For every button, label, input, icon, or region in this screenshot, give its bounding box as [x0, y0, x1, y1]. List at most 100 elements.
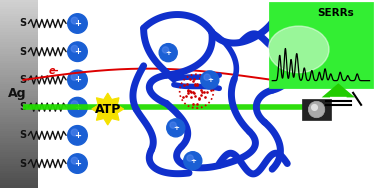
- Bar: [0, 157, 38, 160]
- Circle shape: [170, 122, 176, 128]
- Bar: [0, 183, 38, 186]
- Text: SERRs: SERRs: [318, 8, 355, 18]
- Text: +: +: [74, 103, 81, 112]
- Bar: [0, 89, 38, 92]
- Circle shape: [68, 14, 87, 33]
- Bar: [0, 7, 38, 9]
- Bar: [0, 108, 38, 110]
- Text: e-: e-: [48, 65, 59, 76]
- Bar: [0, 61, 38, 64]
- Circle shape: [162, 47, 169, 53]
- Bar: [0, 126, 38, 129]
- Circle shape: [167, 119, 185, 137]
- Text: S: S: [19, 130, 26, 140]
- Bar: [0, 56, 38, 59]
- Text: +: +: [74, 131, 81, 140]
- Bar: [0, 129, 38, 132]
- Bar: [0, 58, 38, 61]
- Text: +: +: [74, 159, 81, 168]
- Text: S: S: [19, 102, 26, 112]
- Bar: [0, 44, 38, 47]
- Bar: [0, 68, 38, 70]
- Text: +: +: [190, 158, 196, 164]
- Bar: [0, 180, 38, 183]
- Bar: [0, 25, 38, 28]
- Circle shape: [71, 74, 78, 80]
- Polygon shape: [92, 93, 124, 125]
- Bar: [0, 65, 38, 68]
- Bar: [0, 185, 38, 188]
- Bar: [0, 98, 38, 101]
- Bar: [0, 103, 38, 106]
- Bar: [0, 101, 38, 103]
- Text: S: S: [19, 158, 26, 169]
- Bar: [0, 86, 38, 89]
- Bar: [0, 63, 38, 66]
- Bar: [0, 42, 38, 45]
- Bar: [0, 70, 38, 73]
- Text: Ag: Ag: [8, 87, 26, 101]
- Bar: [0, 138, 38, 141]
- Circle shape: [71, 101, 78, 108]
- Bar: [0, 124, 38, 127]
- Bar: [0, 96, 38, 99]
- Ellipse shape: [268, 26, 329, 73]
- Circle shape: [201, 71, 219, 89]
- Bar: [0, 28, 38, 31]
- Bar: [0, 54, 38, 56]
- Bar: [0, 155, 38, 157]
- Text: S: S: [19, 75, 26, 85]
- Bar: [0, 150, 38, 153]
- Bar: [0, 79, 38, 82]
- Bar: [0, 30, 38, 33]
- Bar: [0, 37, 38, 40]
- Bar: [0, 39, 38, 42]
- Bar: [0, 162, 38, 164]
- Bar: [0, 72, 38, 75]
- Circle shape: [204, 74, 210, 80]
- Text: S: S: [19, 47, 26, 57]
- Circle shape: [68, 42, 87, 61]
- Bar: [0, 4, 38, 7]
- Bar: [0, 9, 38, 12]
- Circle shape: [71, 17, 78, 24]
- Circle shape: [68, 97, 87, 117]
- Bar: [270, 3, 372, 87]
- Bar: [0, 145, 38, 148]
- Bar: [0, 75, 38, 78]
- Circle shape: [187, 155, 193, 161]
- Bar: [0, 84, 38, 87]
- Circle shape: [68, 70, 87, 90]
- Bar: [0, 148, 38, 150]
- Text: +: +: [173, 125, 179, 131]
- Bar: [0, 119, 38, 122]
- Bar: [0, 32, 38, 35]
- Bar: [0, 122, 38, 124]
- Text: +: +: [74, 19, 81, 28]
- Bar: [0, 152, 38, 155]
- Bar: [0, 2, 38, 5]
- Bar: [0, 117, 38, 120]
- Bar: [0, 35, 38, 38]
- Bar: [0, 112, 38, 115]
- Bar: [0, 105, 38, 108]
- Bar: [0, 140, 38, 143]
- Text: +: +: [165, 50, 171, 56]
- Bar: [0, 82, 38, 85]
- Bar: [0, 46, 38, 49]
- Bar: [0, 49, 38, 52]
- Circle shape: [71, 45, 78, 52]
- Bar: [0, 51, 38, 54]
- Bar: [0, 23, 38, 26]
- Text: ATP: ATP: [94, 102, 121, 116]
- Bar: [302, 99, 331, 120]
- Text: S: S: [19, 18, 26, 29]
- Text: +: +: [74, 75, 81, 84]
- Text: +: +: [207, 77, 213, 83]
- Bar: [0, 166, 38, 169]
- Polygon shape: [322, 83, 355, 97]
- Bar: [0, 0, 38, 2]
- Bar: [0, 136, 38, 139]
- Bar: [0, 171, 38, 174]
- Bar: [0, 164, 38, 167]
